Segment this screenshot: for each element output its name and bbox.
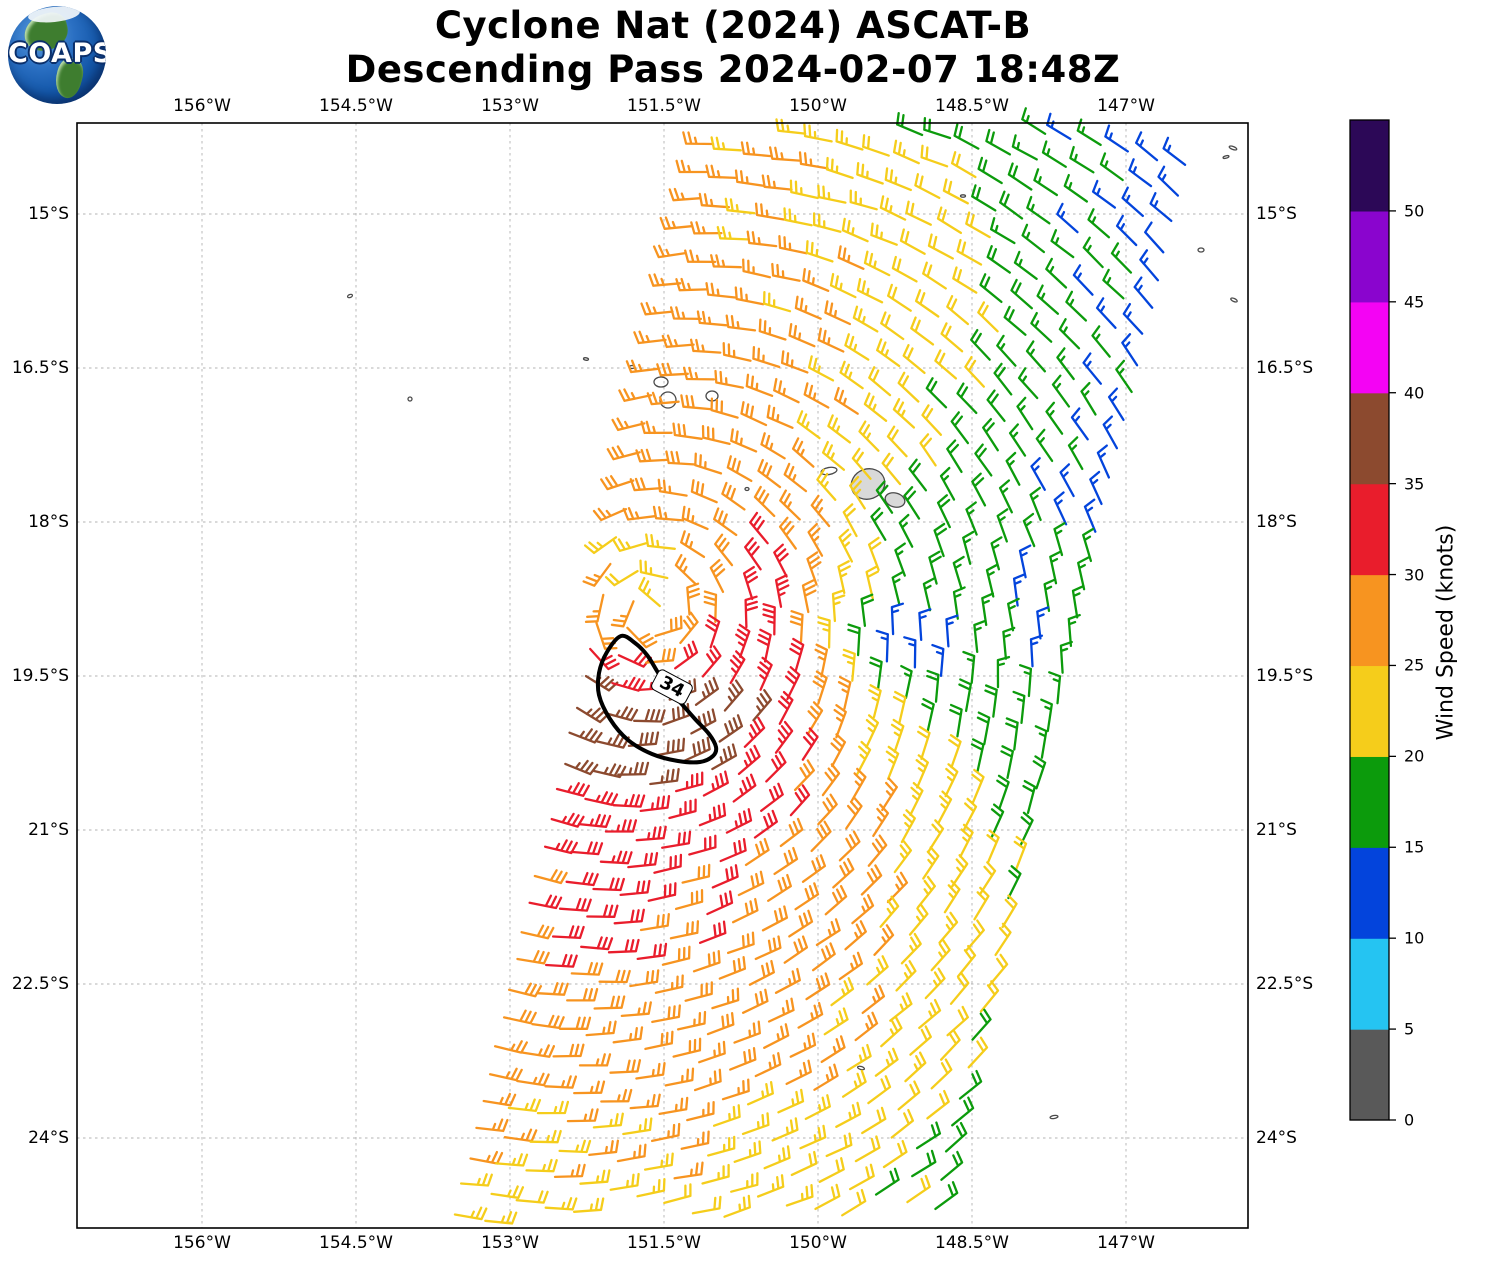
colorbar-tick-label: 30 (1404, 565, 1425, 585)
right-axis-tick-label: 21°S (1256, 820, 1297, 840)
right-axis-tick-label: 19.5°S (1256, 666, 1314, 686)
top-axis-tick-label: 153°W (481, 96, 539, 116)
chart-title: Cyclone Nat (2024) ASCAT-B Descending Pa… (38, 4, 1428, 92)
bottom-axis-tick-label: 147°W (1097, 1233, 1155, 1253)
colorbar-tick-label: 0 (1404, 1110, 1415, 1130)
colorbar-axis-title-text: Wind Speed (knots) (1433, 524, 1459, 740)
bottom-axis-tick-label: 148.5°W (935, 1233, 1009, 1253)
top-axis-tick-label: 147°W (1097, 96, 1155, 116)
left-axis-tick-label: 21°S (28, 820, 69, 840)
bottom-axis-tick-label: 154.5°W (319, 1233, 393, 1253)
colorbar-tick-label: 40 (1404, 383, 1425, 403)
colorbar-axis-title: Wind Speed (knots) (1406, 0, 1486, 1264)
right-axis-tick-label: 24°S (1256, 1128, 1297, 1148)
bottom-axis-tick-label: 156°W (173, 1233, 231, 1253)
colorbar-tick-label: 25 (1404, 655, 1425, 675)
left-axis-tick-label: 15°S (28, 204, 69, 224)
chart-title-line1: Cyclone Nat (2024) ASCAT-B (434, 4, 1032, 47)
coaps-logo-text: COAPS (8, 38, 106, 69)
colorbar-tick-label: 50 (1404, 201, 1425, 221)
bottom-axis-tick-label: 151.5°W (627, 1233, 701, 1253)
left-axis-tick-label: 19.5°S (11, 666, 69, 686)
right-axis-tick-label: 22.5°S (1256, 974, 1314, 994)
coaps-logo: COAPS (8, 6, 106, 104)
colorbar-tick-label: 5 (1404, 1019, 1415, 1039)
left-axis-tick-label: 24°S (28, 1128, 69, 1148)
colorbar-tick-label: 10 (1404, 928, 1425, 948)
bottom-axis-tick-label: 153°W (481, 1233, 539, 1253)
top-axis-tick-label: 154.5°W (319, 96, 393, 116)
top-axis-tick-label: 148.5°W (935, 96, 1009, 116)
top-axis-tick-label: 156°W (173, 96, 231, 116)
colorbar-tick-label: 45 (1404, 292, 1425, 312)
bottom-axis-tick-label: 150°W (789, 1233, 847, 1253)
top-axis-tick-label: 150°W (789, 96, 847, 116)
top-axis-tick-label: 151.5°W (627, 96, 701, 116)
right-axis-tick-label: 15°S (1256, 204, 1297, 224)
chart-title-line2: Descending Pass 2024-02-07 18:48Z (345, 48, 1121, 91)
colorbar-tick-label: 15 (1404, 837, 1425, 857)
left-axis-tick-label: 22.5°S (11, 974, 69, 994)
colorbar-tick-label: 35 (1404, 474, 1425, 494)
left-axis-tick-label: 18°S (28, 512, 69, 532)
right-axis-tick-label: 16.5°S (1256, 358, 1314, 378)
colorbar-tick-label: 20 (1404, 746, 1425, 766)
left-axis-tick-label: 16.5°S (11, 358, 69, 378)
right-axis-tick-label: 18°S (1256, 512, 1297, 532)
